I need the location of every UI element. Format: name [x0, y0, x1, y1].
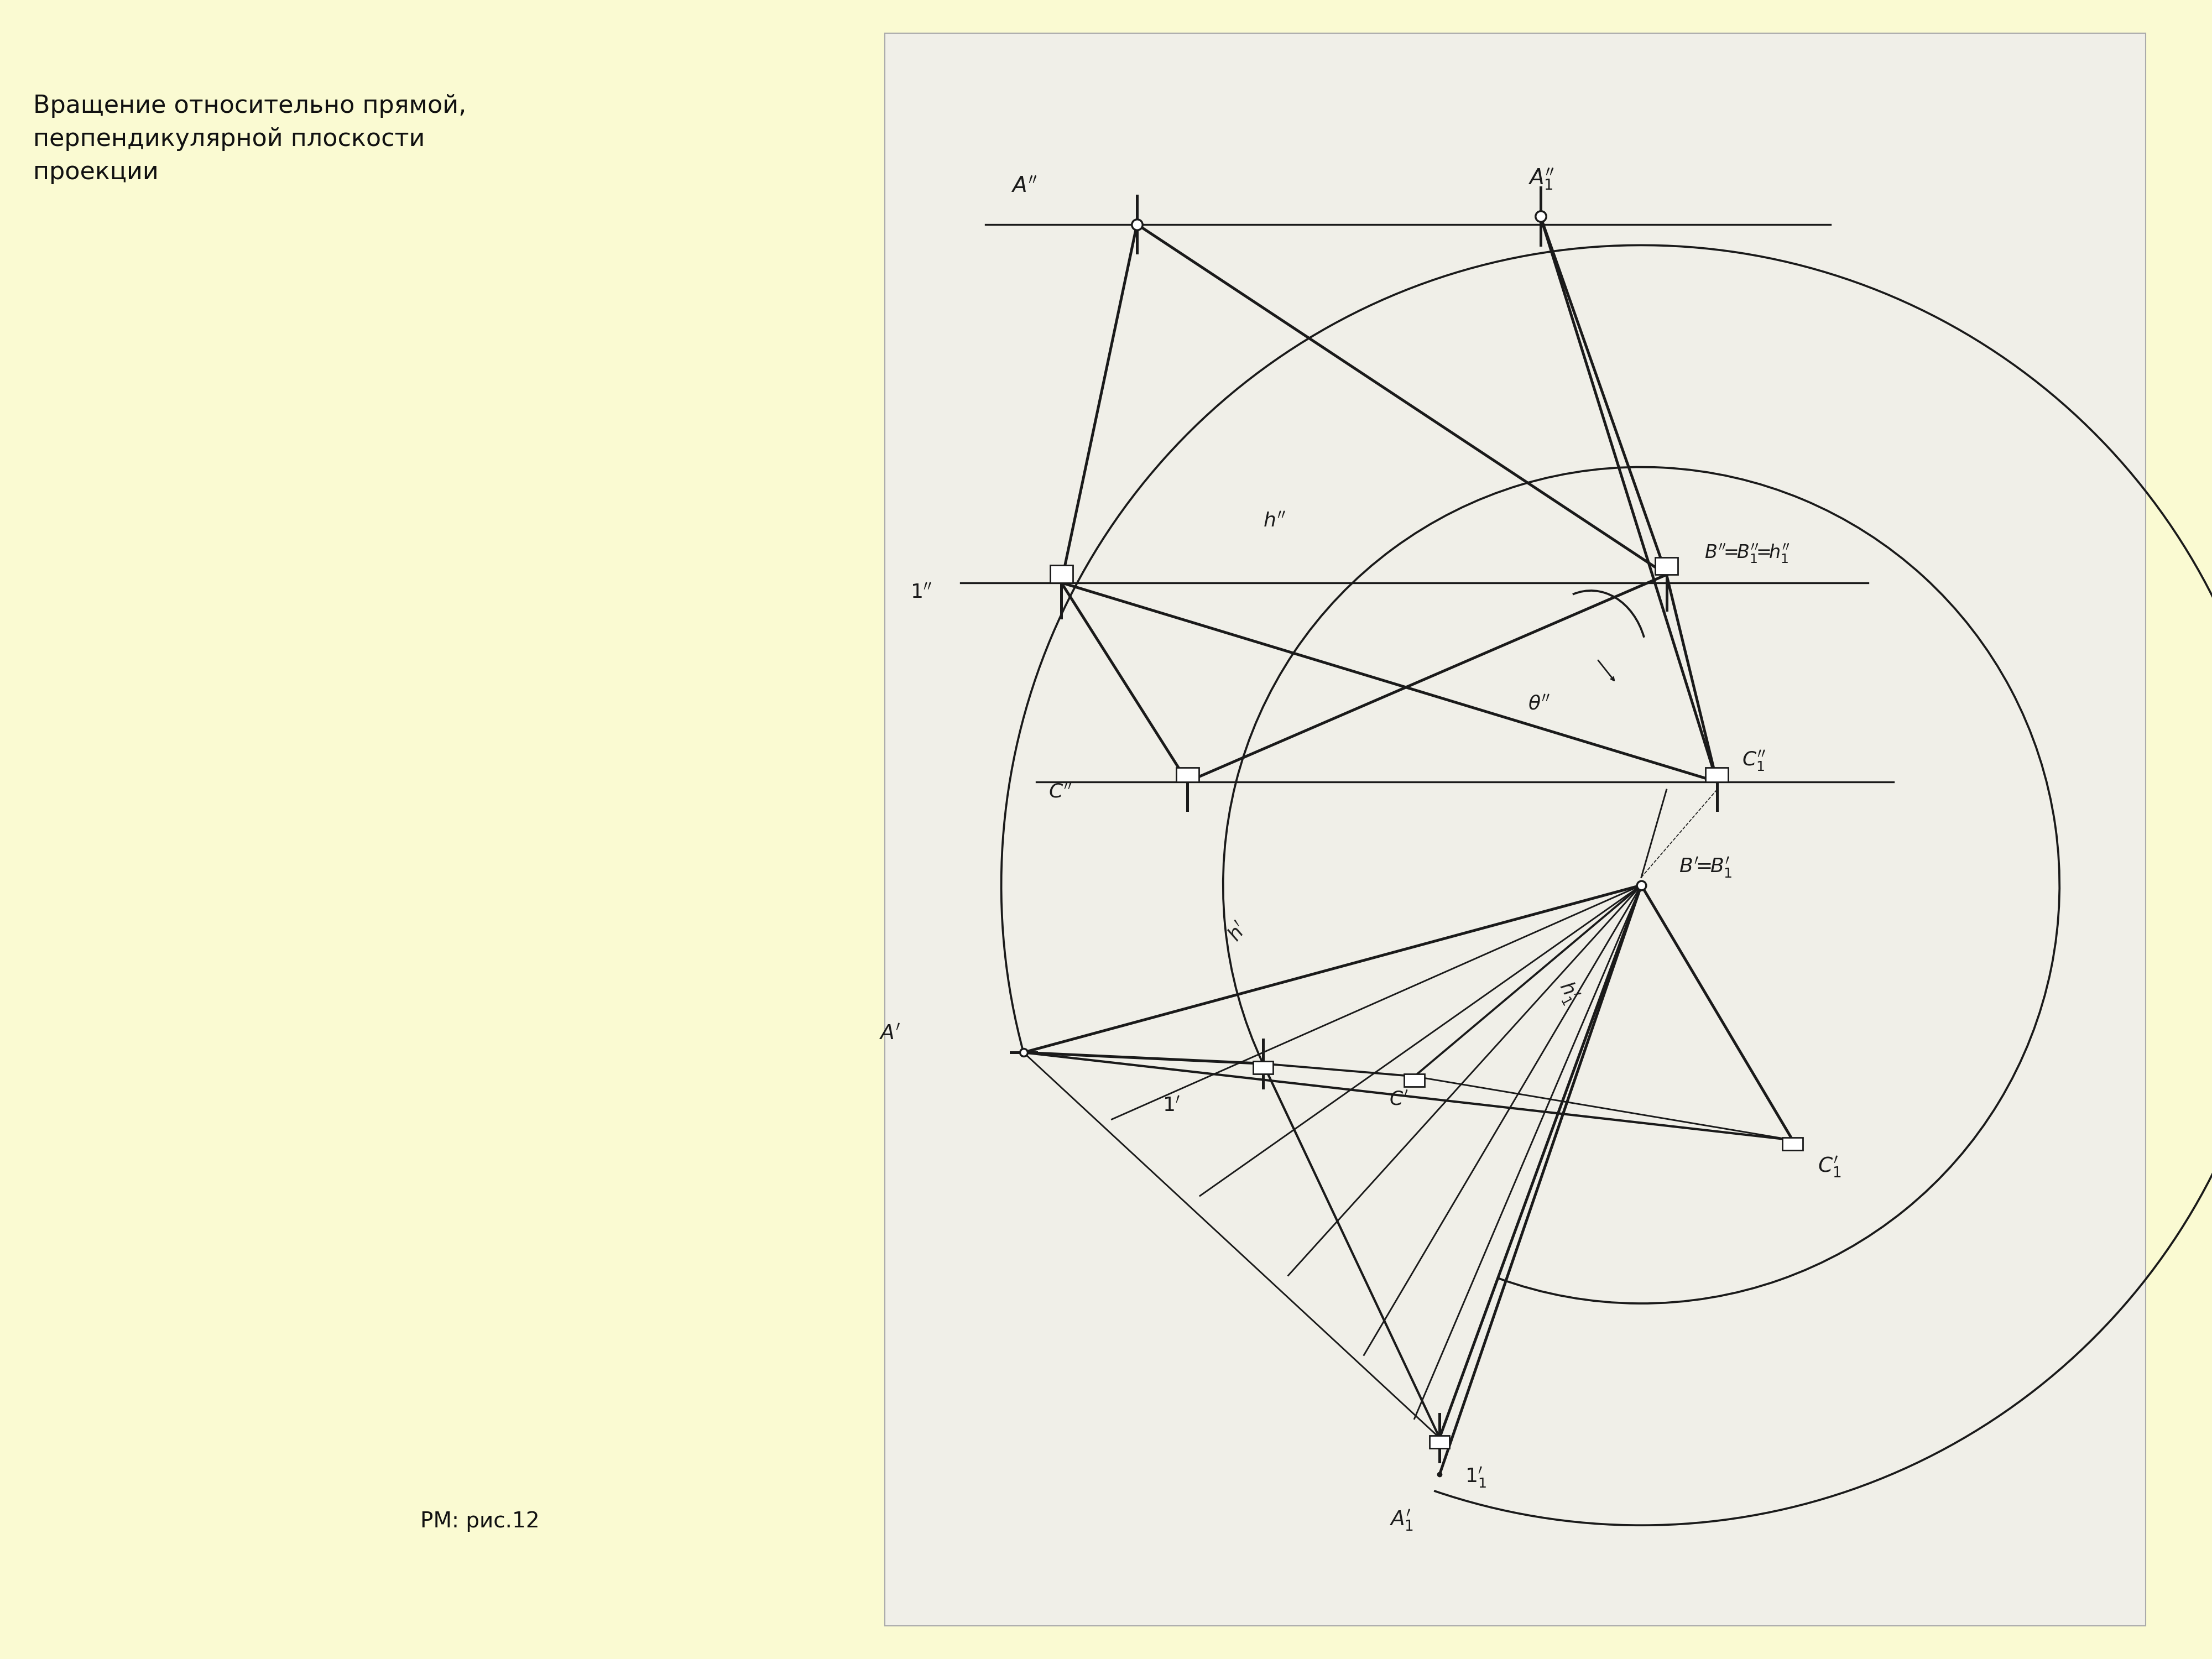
Text: $1'$: $1'$	[1161, 1097, 1179, 1115]
Bar	[1051, 566, 1073, 582]
Text: $A_1'$: $A_1'$	[1389, 1508, 1413, 1533]
Text: $C'$: $C'$	[1389, 1090, 1409, 1108]
Bar	[885, 33, 2146, 1626]
Text: $B'\!\!=\!\!B_1'$: $B'\!\!=\!\!B_1'$	[1679, 856, 1732, 879]
Text: $C_1''$: $C_1''$	[1743, 748, 1765, 773]
Bar	[1177, 768, 1199, 781]
Text: $C_1'$: $C_1'$	[1818, 1155, 1840, 1180]
Text: $h_1'$: $h_1'$	[1553, 977, 1584, 1007]
Bar	[1405, 1073, 1425, 1087]
Text: $A_1''$: $A_1''$	[1528, 168, 1555, 191]
Text: Вращение относительно прямой,
перпендикулярной плоскости
проекции: Вращение относительно прямой, перпендику…	[33, 95, 467, 184]
Bar	[1705, 768, 1728, 781]
Text: $1_1'$: $1_1'$	[1464, 1465, 1486, 1490]
Text: $A''$: $A''$	[1011, 176, 1037, 197]
Bar	[1252, 1062, 1274, 1073]
Text: $\theta''$: $\theta''$	[1528, 695, 1551, 713]
Bar	[1655, 557, 1679, 574]
Bar	[1429, 1435, 1449, 1448]
Text: РМ: рис.12: РМ: рис.12	[420, 1511, 540, 1531]
Text: $h''$: $h''$	[1263, 513, 1285, 531]
Text: $B''\!\!=\!\!B_1''\!\!=\!\!h_1''$: $B''\!\!=\!\!B_1''\!\!=\!\!h_1''$	[1703, 542, 1790, 566]
Text: $C''$: $C''$	[1048, 783, 1073, 801]
Text: $h'$: $h'$	[1225, 919, 1252, 946]
Text: $1''$: $1''$	[909, 584, 931, 602]
Text: $A'$: $A'$	[878, 1024, 900, 1044]
Bar	[1783, 1138, 1803, 1150]
